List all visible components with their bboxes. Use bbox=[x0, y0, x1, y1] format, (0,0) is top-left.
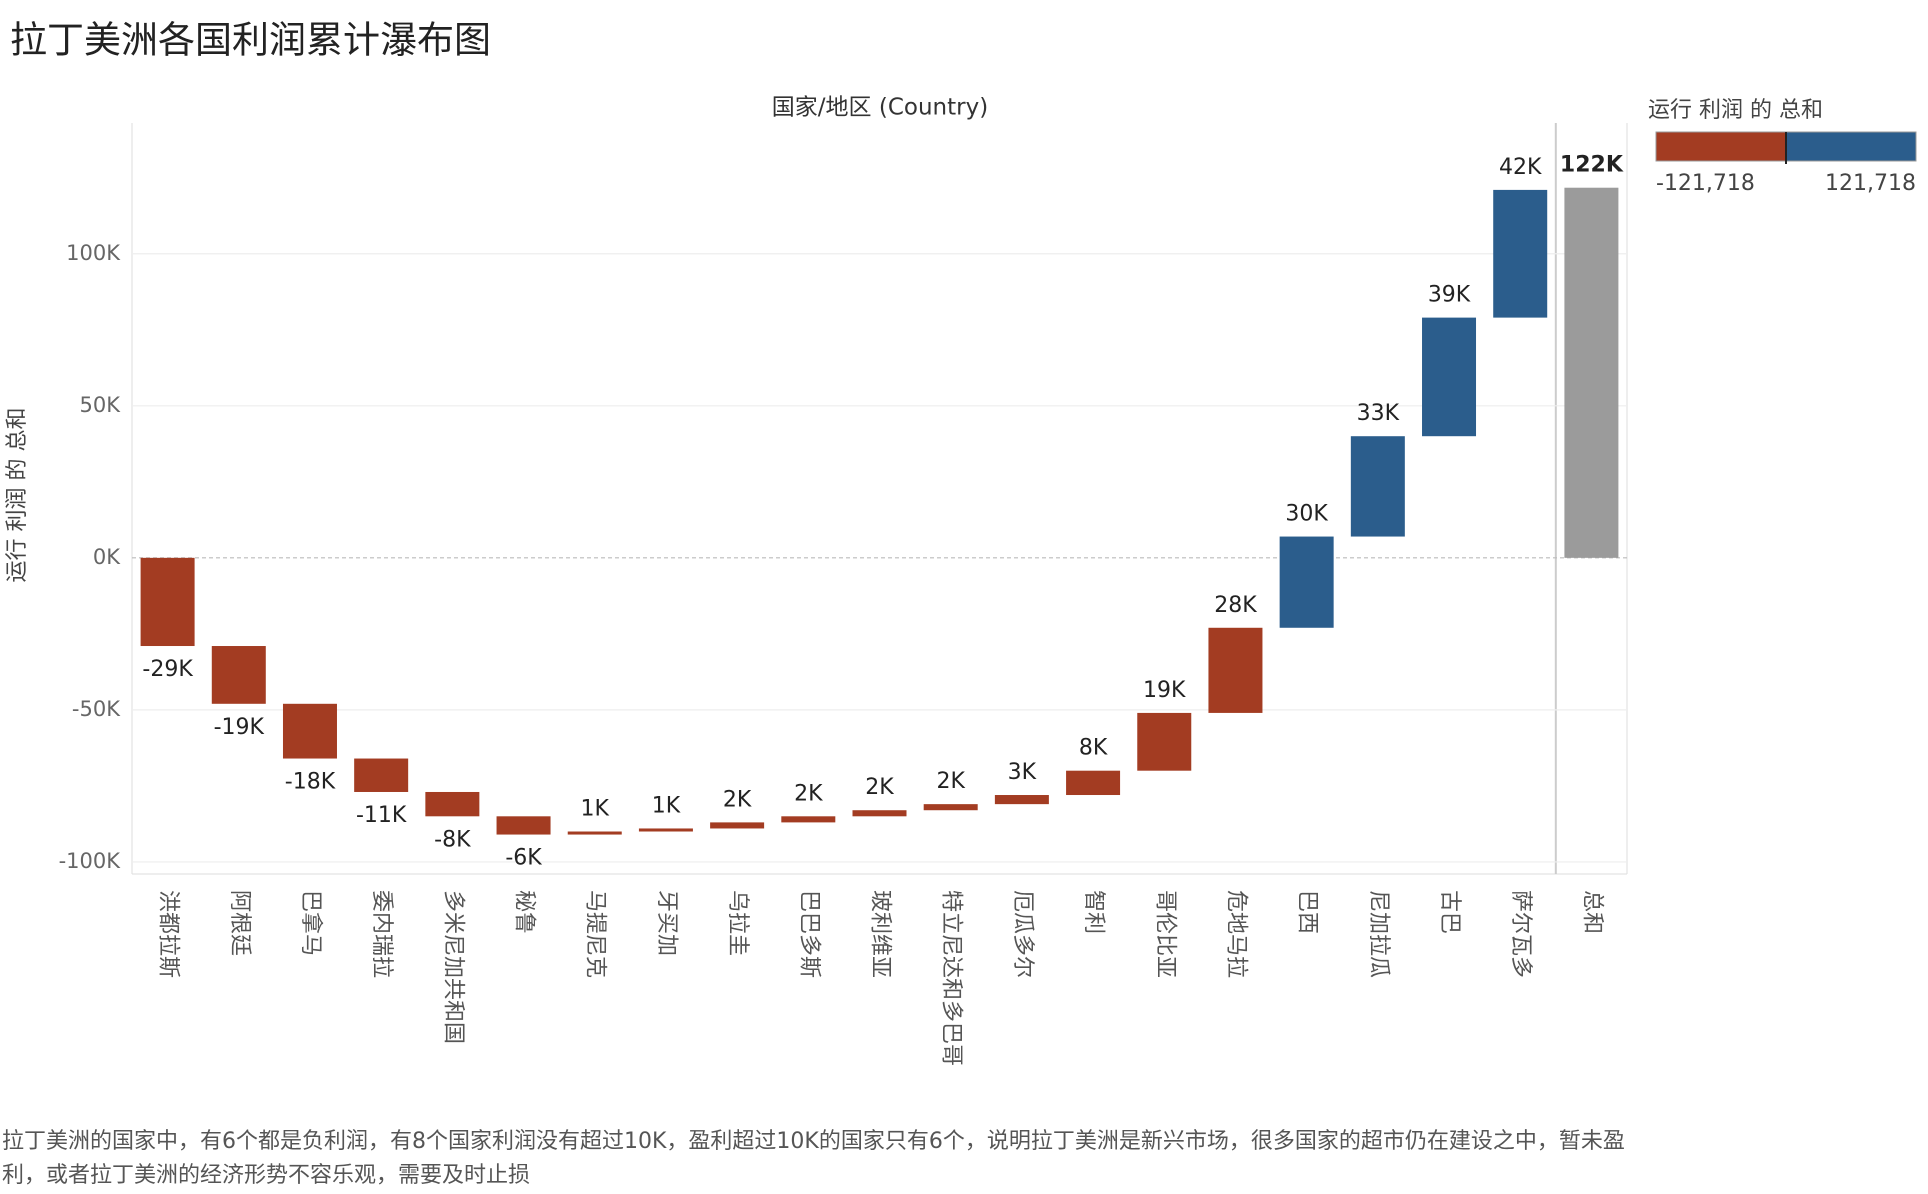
value-label: -29K bbox=[142, 657, 193, 682]
bar bbox=[1137, 712, 1192, 771]
legend-max-label: 121,718 bbox=[1825, 171, 1916, 196]
bar bbox=[852, 810, 907, 817]
value-label: 2K bbox=[865, 775, 894, 800]
bar bbox=[994, 795, 1049, 805]
value-label: 19K bbox=[1143, 678, 1186, 703]
x-tick-label: 巴拿马 bbox=[298, 890, 324, 956]
total-value-label: 122K bbox=[1560, 153, 1624, 178]
bar bbox=[638, 828, 693, 832]
bar bbox=[354, 758, 409, 792]
y-tick-label: -50K bbox=[72, 697, 121, 721]
value-label: 1K bbox=[652, 793, 681, 818]
y-tick-label: -100K bbox=[59, 849, 122, 873]
value-label: 1K bbox=[581, 797, 610, 822]
value-label: -18K bbox=[285, 770, 336, 795]
bar bbox=[140, 557, 195, 647]
x-tick-label: 马提尼克 bbox=[583, 890, 608, 978]
x-tick-label: 尼加拉瓜 bbox=[1366, 890, 1391, 978]
x-tick-label: 厄瓜多尔 bbox=[1010, 890, 1035, 978]
value-label: -11K bbox=[356, 803, 407, 828]
value-label: 3K bbox=[1008, 760, 1037, 785]
value-label: 28K bbox=[1214, 593, 1257, 618]
x-tick-label: 哥伦比亚 bbox=[1152, 890, 1177, 978]
value-label: 39K bbox=[1428, 283, 1471, 308]
value-label: 2K bbox=[723, 787, 752, 812]
bar bbox=[425, 791, 480, 817]
value-label: 2K bbox=[936, 769, 965, 794]
value-label: -8K bbox=[434, 827, 471, 852]
x-tick-label: 巴巴多斯 bbox=[796, 890, 821, 978]
value-label: 8K bbox=[1079, 736, 1108, 761]
total-bar bbox=[1564, 187, 1619, 558]
legend-min-label: -121,718 bbox=[1656, 171, 1755, 196]
value-label: -19K bbox=[214, 715, 265, 740]
value-label: 33K bbox=[1357, 401, 1400, 426]
bar bbox=[781, 816, 836, 823]
y-tick-label: 100K bbox=[66, 241, 121, 265]
value-label: 2K bbox=[794, 781, 823, 806]
x-tick-label: 玻利维亚 bbox=[868, 890, 893, 978]
bar bbox=[567, 831, 622, 835]
x-tick-label: 总和 bbox=[1579, 890, 1604, 934]
x-tick-label: 危地马拉 bbox=[1223, 890, 1248, 978]
y-axis-title: 运行 利润 的 总和 bbox=[5, 408, 30, 583]
note: 拉丁美洲的国家中，有6个都是负利润，有8个国家利润没有超过10K，盈利超过10K… bbox=[2, 1129, 1625, 1188]
bar bbox=[1350, 436, 1405, 537]
x-tick-label: 牙买加 bbox=[654, 890, 679, 956]
x-tick-label: 多米尼加共和国 bbox=[440, 890, 465, 1044]
x-tick-label: 巴西 bbox=[1295, 890, 1320, 934]
x-tick-label: 秘鲁 bbox=[512, 890, 537, 934]
legend-negative bbox=[1655, 131, 1787, 162]
x-tick-label: 古巴 bbox=[1437, 890, 1462, 934]
bar bbox=[1208, 627, 1263, 713]
bar bbox=[211, 646, 266, 704]
bar bbox=[1279, 536, 1334, 628]
x-tick-label: 乌拉圭 bbox=[725, 890, 750, 956]
x-tick-label: 洪都拉斯 bbox=[156, 890, 181, 978]
bar bbox=[496, 816, 551, 835]
x-tick-label: 萨尔瓦多 bbox=[1508, 890, 1533, 978]
bar bbox=[1422, 317, 1477, 437]
value-label: 30K bbox=[1285, 502, 1328, 527]
bar bbox=[710, 822, 765, 829]
value-label: 42K bbox=[1499, 155, 1542, 180]
chart: 拉丁美洲各国利润累计瀑布图 国家/地区 (Country) 运行 利润 的 总和… bbox=[5, 19, 1917, 1066]
value-label: -6K bbox=[505, 846, 542, 871]
x-tick-label: 智利 bbox=[1081, 890, 1106, 934]
x-axis-title: 国家/地区 (Country) bbox=[772, 95, 988, 121]
y-tick-label: 0K bbox=[93, 545, 121, 569]
y-tick-label: 50K bbox=[80, 393, 122, 417]
chart-title: 拉丁美洲各国利润累计瀑布图 bbox=[10, 19, 491, 62]
legend-title: 运行 利润 的 总和 bbox=[1648, 98, 1823, 123]
bar bbox=[282, 703, 337, 759]
x-tick-label: 阿根廷 bbox=[227, 890, 252, 956]
bar bbox=[1066, 770, 1121, 796]
bar bbox=[1493, 189, 1548, 318]
bar bbox=[923, 804, 978, 811]
x-tick-label: 委内瑞拉 bbox=[369, 890, 394, 978]
x-tick-label: 特立尼达和多巴哥 bbox=[939, 890, 964, 1066]
legend-positive bbox=[1785, 131, 1917, 162]
